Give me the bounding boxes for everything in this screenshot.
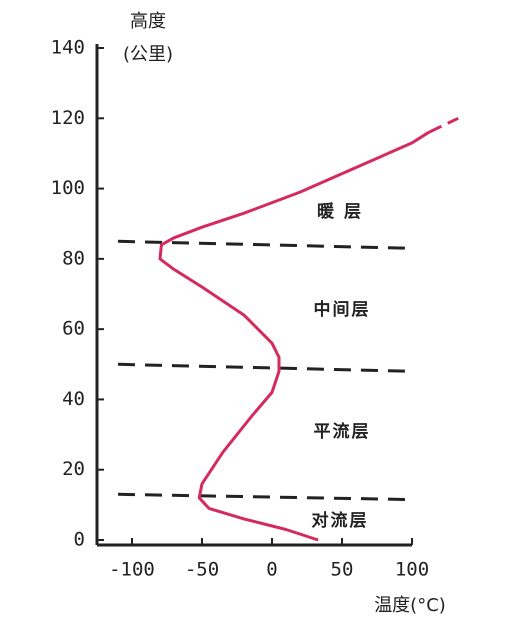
y-axis-unit: (公里) bbox=[123, 44, 173, 65]
y-tick-label: 0 bbox=[74, 529, 85, 551]
layer-boundary bbox=[117, 239, 413, 250]
x-tick-label: -100 bbox=[109, 559, 155, 581]
x-axis-title: 温度(°C) bbox=[374, 595, 446, 616]
layer-boundary bbox=[117, 362, 413, 373]
layer-label: 对流层 bbox=[312, 510, 369, 531]
x-tick-label: 100 bbox=[395, 559, 429, 581]
layer-boundary bbox=[117, 492, 413, 502]
y-tick-label: 120 bbox=[51, 107, 85, 129]
y-tick-label: 140 bbox=[51, 37, 85, 59]
x-tick-label: 50 bbox=[331, 559, 354, 581]
y-tick-label: 20 bbox=[62, 458, 85, 480]
temperature-curve bbox=[158, 131, 430, 542]
layer-label: 暖 层 bbox=[317, 201, 363, 222]
y-tick-label: 60 bbox=[62, 318, 85, 340]
y-tick-label: 80 bbox=[62, 247, 85, 269]
x-tick-label: 0 bbox=[266, 559, 277, 581]
y-axis-title: 高度 bbox=[130, 11, 166, 32]
layer-label: 平流层 bbox=[314, 421, 371, 442]
temperature-curve bbox=[428, 116, 459, 134]
x-tick-label: -50 bbox=[185, 559, 219, 581]
layer-label: 中间层 bbox=[314, 299, 371, 320]
y-tick-label: 40 bbox=[62, 388, 85, 410]
y-tick-label: 100 bbox=[51, 177, 85, 199]
